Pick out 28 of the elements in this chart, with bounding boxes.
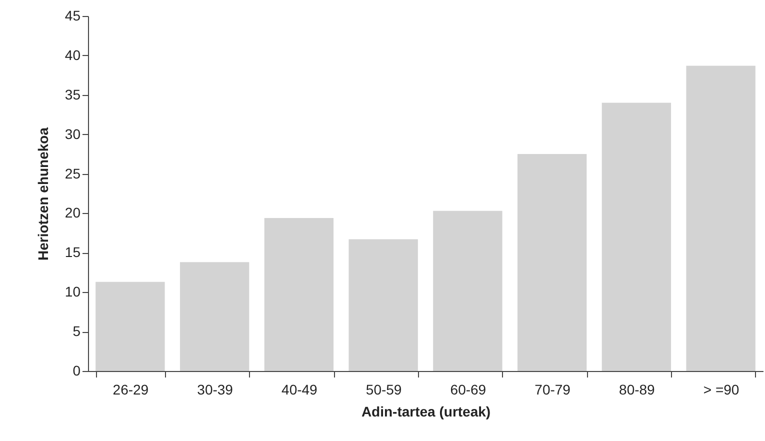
y-tick-label: 35 bbox=[64, 86, 81, 102]
y-tick-label: 30 bbox=[64, 126, 81, 142]
bar bbox=[602, 102, 672, 371]
x-tick-label: 30-39 bbox=[197, 382, 234, 398]
y-tick-label: 45 bbox=[64, 8, 81, 24]
x-tick-label: 50-59 bbox=[366, 382, 402, 398]
x-tick-label: > =90 bbox=[703, 382, 740, 398]
bar bbox=[264, 218, 334, 371]
y-tick-label: 10 bbox=[64, 284, 81, 300]
y-tick-label: 15 bbox=[64, 244, 81, 260]
y-tick-label: 25 bbox=[64, 165, 81, 182]
bar bbox=[96, 282, 165, 371]
y-tick-label: 40 bbox=[64, 46, 81, 63]
y-tick-label: 20 bbox=[64, 204, 81, 221]
bar bbox=[686, 66, 756, 371]
x-tick-label: 60-69 bbox=[450, 382, 486, 398]
x-tick-label: 80-89 bbox=[619, 382, 656, 398]
bar bbox=[180, 262, 250, 371]
y-axis-title: Heriotzen ehunekoa bbox=[34, 127, 51, 261]
x-tick-label: 40-49 bbox=[282, 382, 318, 398]
y-tick-label: 0 bbox=[72, 362, 81, 378]
bar bbox=[517, 154, 587, 371]
y-tick-label: 5 bbox=[72, 323, 81, 340]
bar bbox=[433, 210, 502, 371]
x-tick-label: 70-79 bbox=[534, 382, 571, 398]
x-tick-label: 26-29 bbox=[112, 382, 149, 398]
bar bbox=[348, 239, 418, 371]
x-axis-title: Adin-tartea (urteak) bbox=[361, 404, 491, 420]
